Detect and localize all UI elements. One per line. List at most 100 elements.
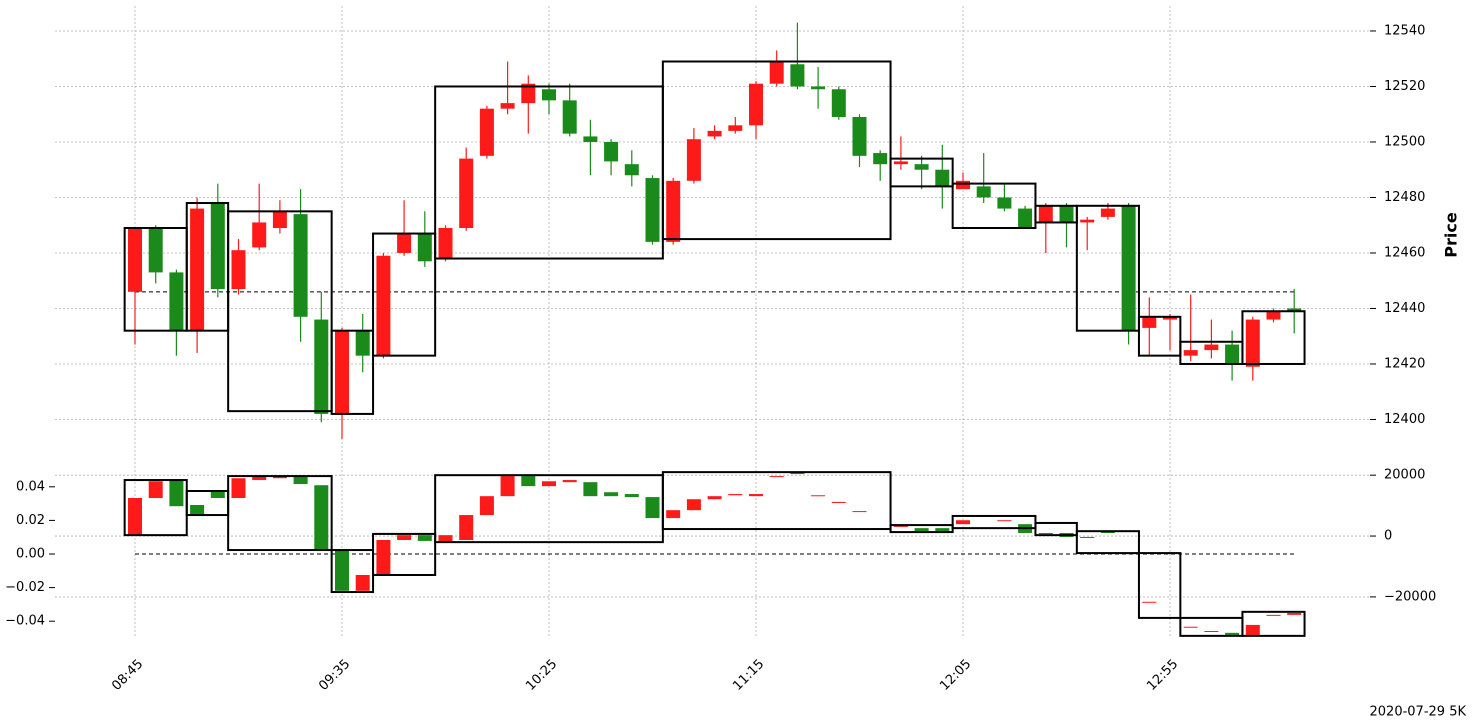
y-tick-label: 12500 xyxy=(1384,134,1425,149)
candle-body xyxy=(169,480,184,507)
candle-body xyxy=(314,485,329,551)
candle-body xyxy=(1142,601,1157,603)
candle-body xyxy=(521,476,536,487)
y-tick-label: 0.00 xyxy=(16,547,45,562)
candle-body xyxy=(831,89,846,117)
candle-body xyxy=(272,476,287,479)
x-tick-label: 12:55 xyxy=(1144,657,1181,694)
candle-body xyxy=(893,161,908,165)
candle-body xyxy=(542,89,556,101)
candle-body xyxy=(604,492,619,497)
candle-body xyxy=(293,214,308,317)
candle-body xyxy=(272,211,287,228)
candle-body xyxy=(314,319,329,414)
candle-body xyxy=(583,482,598,497)
x-tick-label: 12:05 xyxy=(937,657,974,694)
candle-body xyxy=(1121,205,1136,331)
candle-body xyxy=(873,153,888,165)
candle-body xyxy=(128,228,142,292)
candle-body xyxy=(521,83,536,104)
candle-body xyxy=(479,496,494,516)
candle-body xyxy=(355,575,370,591)
candle-body xyxy=(707,496,722,500)
candle-body xyxy=(562,100,577,134)
y2-tick-label: −20000 xyxy=(1384,589,1436,604)
candle-body xyxy=(769,476,784,478)
candle-body xyxy=(376,540,391,576)
candle-body xyxy=(231,250,246,290)
candle-body xyxy=(686,139,701,181)
y-tick-label: 12460 xyxy=(1384,245,1425,260)
candle-body xyxy=(1204,631,1219,632)
y-tick-label: 12420 xyxy=(1384,356,1425,371)
candle-body xyxy=(831,501,846,503)
candle-body xyxy=(376,255,391,356)
y-tick-label: 0.02 xyxy=(16,513,45,528)
candle-body xyxy=(645,178,660,242)
candle-body xyxy=(459,515,474,540)
range-box xyxy=(1034,521,1078,537)
candle-body xyxy=(914,164,929,170)
range-box xyxy=(1075,204,1140,332)
candle-body xyxy=(728,125,743,131)
candle-body xyxy=(583,136,598,142)
candle-body xyxy=(1287,613,1302,615)
x-tick-label: 11:15 xyxy=(730,657,767,694)
y-tick-label: 12520 xyxy=(1384,79,1425,94)
candle-body xyxy=(1038,533,1053,534)
candle-body xyxy=(252,222,267,248)
grid-layer xyxy=(55,6,1370,638)
candle-body xyxy=(1245,624,1260,635)
candle-body xyxy=(707,130,722,137)
candle-body xyxy=(500,476,515,497)
range-box xyxy=(330,329,375,415)
candle-body xyxy=(624,164,639,176)
candle-body xyxy=(1163,316,1177,320)
candle-body xyxy=(335,550,349,591)
y-tick-label: −0.04 xyxy=(5,614,45,629)
candle-body xyxy=(500,103,515,109)
candle-body xyxy=(852,117,867,156)
x-tick-label: 10:25 xyxy=(523,657,560,694)
candle-body xyxy=(1183,350,1198,356)
candle-body xyxy=(1225,632,1240,635)
candle-body xyxy=(976,186,991,198)
range-box xyxy=(889,157,954,188)
candle-body xyxy=(1100,208,1115,217)
candle-body xyxy=(1018,208,1033,228)
candle-body xyxy=(624,494,639,498)
candle-body xyxy=(128,498,142,536)
candle-body xyxy=(956,180,970,190)
candle-body xyxy=(811,86,826,90)
y2-tick-label: 0 xyxy=(1384,529,1392,544)
x-tick-label: 09:35 xyxy=(316,657,353,694)
candle-body xyxy=(997,520,1012,522)
candle-body xyxy=(210,203,225,290)
candle-body xyxy=(438,535,453,543)
range-box xyxy=(372,532,437,576)
range-box xyxy=(1137,315,1182,357)
y2-tick-label: 20000 xyxy=(1384,468,1425,483)
candle-body xyxy=(935,528,950,532)
candle-body xyxy=(397,535,412,540)
candle-body xyxy=(355,330,370,356)
candle-body xyxy=(1266,614,1281,616)
candle-body xyxy=(956,520,970,525)
x-tick-label: 08:45 xyxy=(109,657,146,694)
candle-body xyxy=(790,64,805,87)
candle-body xyxy=(252,477,267,481)
candle-body xyxy=(1266,311,1281,320)
candle-body xyxy=(749,83,763,126)
candle-body xyxy=(542,481,556,487)
candle-body xyxy=(1080,536,1095,538)
candle-body xyxy=(686,499,701,511)
candle-body xyxy=(148,481,163,498)
candle-body xyxy=(769,61,784,84)
candle-body xyxy=(293,477,308,484)
candle-body xyxy=(935,169,950,187)
candle-body xyxy=(666,510,681,519)
candle-body xyxy=(604,141,619,162)
range-box xyxy=(1075,530,1140,555)
y-tick-label: 12540 xyxy=(1384,23,1425,38)
candle-body xyxy=(1204,344,1219,351)
